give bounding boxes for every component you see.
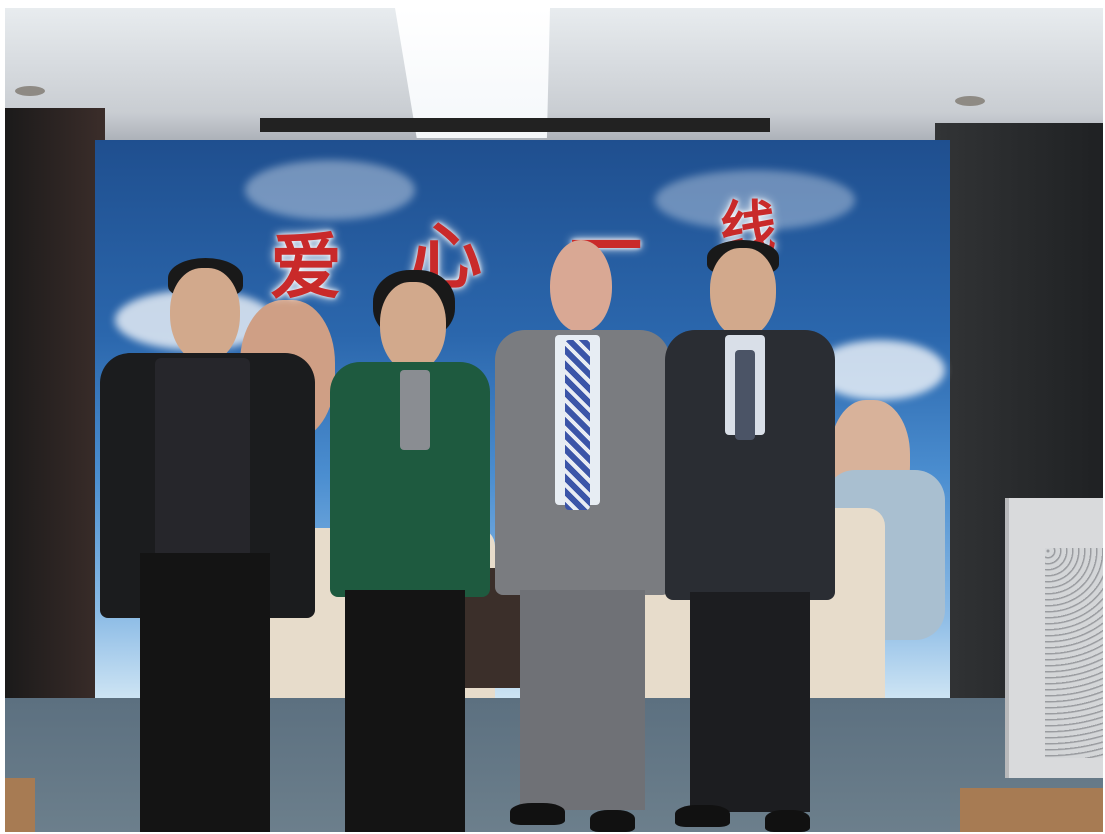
downlight xyxy=(955,96,985,106)
person-2 xyxy=(330,270,490,832)
person-1 xyxy=(100,258,315,832)
face xyxy=(710,248,776,338)
tie xyxy=(735,350,755,440)
face xyxy=(550,240,612,332)
dark-trousers xyxy=(690,592,810,812)
trousers xyxy=(140,553,270,832)
slogan-char: 爱 xyxy=(270,224,343,309)
grey-trousers xyxy=(520,590,645,810)
ceiling-light xyxy=(395,8,550,138)
mural-cloud xyxy=(245,160,415,220)
downlight xyxy=(15,86,45,96)
checkered-tie xyxy=(565,340,590,510)
mural-cloud xyxy=(815,340,945,400)
left-wall-panel xyxy=(5,108,105,708)
group-photo: 爱 心 一 线 xyxy=(5,8,1103,832)
person-3 xyxy=(495,240,670,832)
mural-cloud xyxy=(655,170,855,230)
radiator-grille xyxy=(1045,548,1103,758)
face xyxy=(380,282,446,372)
ceiling xyxy=(5,8,1103,158)
shoe xyxy=(675,805,730,827)
person-4 xyxy=(665,240,835,832)
grey-blouse xyxy=(400,370,430,450)
shoe xyxy=(590,810,635,832)
black-trousers xyxy=(345,590,465,832)
shoe xyxy=(765,810,810,832)
shoe xyxy=(510,803,565,825)
projector-screen-rail xyxy=(260,118,770,132)
side-table xyxy=(960,788,1103,832)
face xyxy=(170,268,240,363)
side-table xyxy=(5,778,35,832)
dark-shirt xyxy=(155,358,250,558)
